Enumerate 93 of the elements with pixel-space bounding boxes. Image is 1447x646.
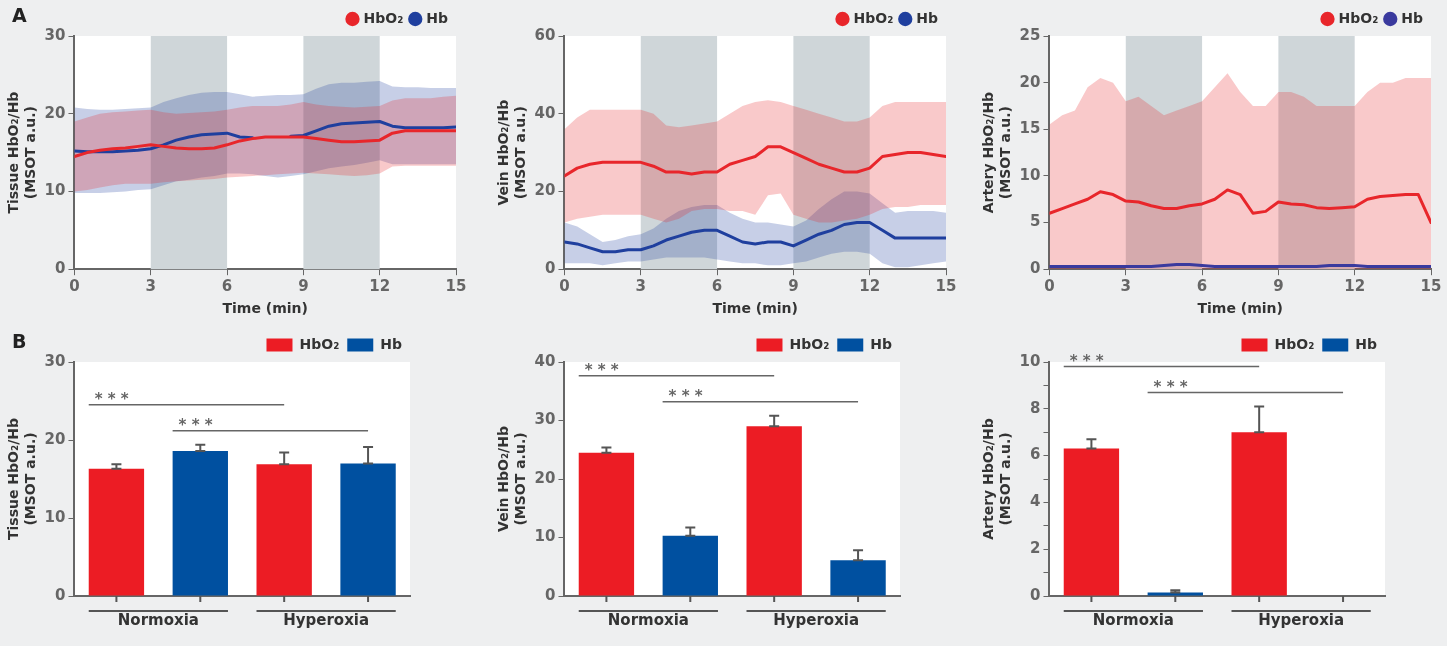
x-tick-label: 12 — [1344, 277, 1366, 296]
legend-label: HbO₂ — [363, 9, 404, 26]
x-tick-label: 9 — [1273, 277, 1284, 296]
x-tick-label: 15 — [1420, 277, 1442, 296]
x-tick-label: 15 — [935, 277, 957, 296]
x-tick-label: 12 — [859, 277, 881, 296]
bar — [256, 464, 312, 596]
annotation: * * * — [1069, 351, 1104, 370]
y-tick-label: 30 — [44, 25, 66, 44]
x-tick-label: 9 — [788, 277, 799, 296]
bar — [830, 560, 886, 596]
y-tick-label: 60 — [534, 25, 556, 44]
x-axis-title: Time (min) — [712, 300, 798, 317]
y-axis-title: Tissue HbO₂/Hb (MSOT a.u.) — [5, 91, 38, 214]
annotation: * * * — [94, 390, 129, 409]
y-tick-label: 10 — [1019, 351, 1041, 370]
x-tick-label: Hyperoxia — [283, 610, 370, 629]
y-tick-label: 0 — [1030, 585, 1041, 604]
y-tick-label: 0 — [55, 259, 66, 278]
legend-label: Hb — [1401, 9, 1424, 26]
legend-label: HbO₂ — [299, 335, 340, 352]
y-tick-label: 10 — [1019, 165, 1041, 184]
y-tick-label: 0 — [545, 259, 556, 278]
x-axis-title: Time (min) — [222, 300, 308, 317]
x-tick-label: Hyperoxia — [1258, 610, 1345, 629]
y-tick-label: 20 — [534, 468, 556, 487]
y-tick-label: 10 — [44, 507, 66, 526]
x-tick-label: 6 — [711, 277, 723, 296]
y-tick-label: 0 — [1030, 259, 1041, 278]
annotation: * * * — [668, 387, 703, 406]
x-tick-label: 3 — [145, 277, 156, 296]
y-tick-label: 20 — [44, 103, 66, 122]
y-axis-title: Tissue HbO₂/Hb (MSOT a.u.) — [5, 418, 38, 540]
y-tick-label: 4 — [1030, 492, 1041, 511]
x-tick-label: 12 — [369, 277, 391, 296]
bar — [662, 535, 718, 596]
x-tick-label: 0 — [559, 277, 570, 296]
legend-label: HbO₂ — [1274, 335, 1315, 352]
y-tick-label: 20 — [534, 181, 556, 200]
x-tick-label: 3 — [635, 277, 646, 296]
bar — [172, 450, 228, 596]
y-axis-title: Vein HbO₂/Hb (MSOT a.u.) — [495, 426, 528, 532]
y-tick-label: 15 — [1019, 119, 1041, 138]
legend-label: HbO₂ — [853, 9, 894, 26]
x-tick-label: 9 — [298, 277, 309, 296]
x-axis-title: Time (min) — [1197, 300, 1283, 317]
y-axis-title: Artery HbO₂/Hb (MSOT a.u.) — [980, 91, 1013, 214]
legend-label: Hb — [916, 9, 939, 26]
legend-label: HbO₂ — [789, 335, 830, 352]
y-tick-label: 0 — [55, 585, 66, 604]
y-tick-label: 2 — [1030, 539, 1041, 558]
bar — [1231, 432, 1287, 596]
y-axis-title: Vein HbO₂/Hb (MSOT a.u.) — [495, 99, 528, 206]
x-tick-label: Normoxia — [117, 610, 199, 629]
bar — [340, 463, 396, 596]
x-tick-label: 3 — [1120, 277, 1131, 296]
x-tick-label: Hyperoxia — [773, 610, 860, 629]
y-axis-title: Artery HbO₂/Hb (MSOT a.u.) — [980, 418, 1013, 540]
x-tick-label: 0 — [69, 277, 80, 296]
y-tick-label: 30 — [534, 410, 556, 429]
bar — [578, 452, 635, 596]
x-tick-label: Normoxia — [607, 610, 689, 629]
y-tick-label: 20 — [1019, 72, 1041, 91]
y-tick-label: 25 — [1019, 25, 1041, 44]
y-tick-label: 20 — [44, 429, 66, 448]
x-tick-label: Normoxia — [1092, 610, 1174, 629]
y-tick-label: 10 — [44, 181, 66, 200]
annotation: * * * — [584, 361, 619, 380]
y-tick-label: 40 — [534, 351, 556, 370]
legend-label: HbO₂ — [1338, 9, 1379, 26]
annotation: * * * — [1153, 377, 1188, 396]
x-tick-label: 0 — [1044, 277, 1055, 296]
y-tick-label: 5 — [1030, 212, 1041, 231]
legend-label: Hb — [870, 335, 893, 352]
y-tick-label: 10 — [534, 527, 556, 546]
bar — [1147, 592, 1203, 596]
y-tick-label: 40 — [534, 103, 556, 122]
legend-label: Hb — [380, 335, 403, 352]
y-tick-label: 8 — [1030, 398, 1041, 417]
bar — [746, 426, 802, 596]
bar — [1063, 448, 1120, 596]
annotation: * * * — [178, 416, 213, 435]
bar — [88, 468, 145, 596]
y-tick-label: 0 — [545, 585, 556, 604]
y-tick-label: 6 — [1030, 445, 1041, 464]
x-tick-label: 15 — [445, 277, 467, 296]
legend-label: Hb — [426, 9, 449, 26]
y-tick-label: 30 — [44, 351, 66, 370]
x-tick-label: 6 — [1196, 277, 1208, 296]
x-tick-label: 6 — [221, 277, 233, 296]
legend-label: Hb — [1355, 335, 1378, 352]
text: A — [12, 4, 27, 27]
text: B — [12, 330, 27, 353]
